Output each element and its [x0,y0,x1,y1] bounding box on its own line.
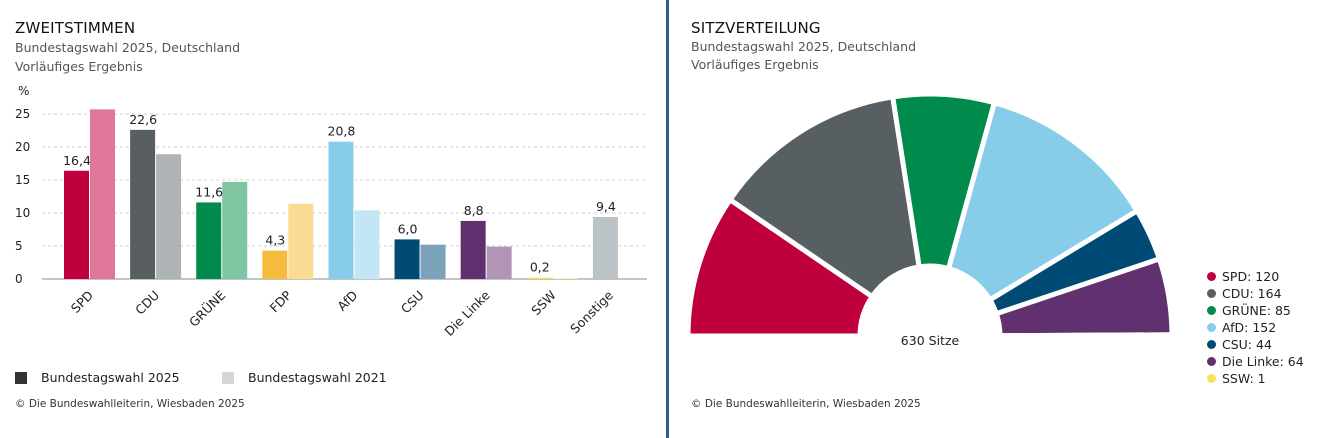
votes-panel: ZWEITSTIMMEN Bundestagswahl 2025, Deutsc… [0,0,666,438]
bar-2025-csu [394,239,420,279]
seat-legend-dot [1207,323,1216,332]
y-tick-label: 25 [15,107,30,121]
seat-legend-label: SSW: 1 [1222,371,1266,386]
seat-legend-item: SSW: 1 [1207,370,1304,387]
seat-legend: SPD: 120 CDU: 164 GRÜNE: 85 AfD: 152 CSU: 44… [1207,268,1304,387]
y-tick-label: 20 [15,140,30,154]
seats-footnote: © Die Bundeswahlleiterin, Wiesbaden 2025 [691,398,921,410]
y-tick-label: 15 [15,173,30,187]
seat-segment-afd [945,99,1141,304]
seat-legend-label: AfD: 152 [1222,320,1277,335]
bar-2021-spd [90,109,115,279]
bar-value-label: 22,6 [129,112,157,127]
votes-title: ZWEITSTIMMEN [15,19,136,37]
votes-subtitle-1: Bundestagswahl 2025, Deutschland [15,40,241,55]
x-tick-label: FDP [267,287,295,315]
seat-legend-dot [1207,289,1216,298]
legend-swatch-2025 [15,371,27,384]
bar-value-label: 9,4 [596,199,616,214]
y-tick-label: 0 [15,272,23,286]
legend-item-2021: Bundestagswahl 2021 [222,370,387,385]
seat-legend-label: CDU: 164 [1222,286,1282,301]
legend-swatch-2021 [222,371,234,384]
bar-2025-cdu [130,129,156,279]
x-tick-label: SSW [528,288,559,319]
x-tick-label: CSU [398,288,427,317]
seat-legend-item: CDU: 164 [1207,285,1304,302]
seat-legend-label: Die Linke: 64 [1222,354,1304,369]
votes-bar-chart: % 0 5 10 15 20 25 16,4 SPD 22,6 CDU 11,6 GRÜNE 4,3 FDP… [15,84,647,339]
x-tick-label: GRÜNE [185,287,228,330]
bar-2021-grüne [222,181,248,279]
seat-legend-item: CSU: 44 [1207,336,1304,353]
x-tick-label: Sonstige [567,287,616,336]
seat-legend-dot [1207,272,1216,281]
bar-value-label: 16,4 [63,153,91,168]
bar-2021-cdu [156,154,182,279]
bar-value-label: 8,8 [464,203,484,218]
bar-value-label: 0,2 [530,260,550,275]
x-tick-label: CDU [132,288,162,318]
seat-legend-item: SPD: 120 [1207,268,1304,285]
seat-segment-cdu [726,94,923,301]
bar-value-label: 20,8 [328,124,356,139]
bar-2021-csu [420,244,446,279]
seat-legend-dot [1207,306,1216,315]
x-tick-label: Die Linke [441,287,493,339]
seat-segment-ssw [997,332,1175,339]
bar-2025-ssw [526,277,552,279]
bar-2025-fdp [262,250,288,279]
seat-legend-item: GRÜNE: 85 [1207,302,1304,319]
seat-distribution-chart: 630 Sitze [685,91,1175,348]
seat-legend-dot [1207,374,1216,383]
seats-subtitle-2: Vorläufiges Ergebnis [691,57,819,72]
bar-2021-die-linke [486,246,512,279]
bar-2021-fdp [288,203,314,279]
panel-divider [666,0,669,438]
bar-2025-spd [64,170,89,279]
seat-legend-label: CSU: 44 [1222,337,1272,352]
seat-segment-spd [685,196,876,339]
bar-2021-afd [354,210,380,279]
bar-2025-die-linke [460,220,486,279]
x-tick-label: SPD [68,288,96,316]
bar-2021-ssw [552,278,578,279]
seat-legend-dot [1207,340,1216,349]
legend-label-2025: Bundestagswahl 2025 [41,370,180,385]
seat-legend-item: Die Linke: 64 [1207,353,1304,370]
y-tick-label: 5 [15,239,23,253]
votes-subtitle-2: Vorläufiges Ergebnis [15,59,143,74]
x-tick-label: AfD [334,288,360,314]
seat-legend-item: AfD: 152 [1207,319,1304,336]
bar-value-label: 11,6 [195,184,223,199]
seat-legend-label: SPD: 120 [1222,269,1280,284]
bar-2025-grüne [196,202,222,279]
bar-2025-sonstige [592,216,618,279]
seat-legend-dot [1207,357,1216,366]
y-tick-label: 10 [15,206,30,220]
legend-item-2025: Bundestagswahl 2025 [15,370,180,385]
seat-legend-label: GRÜNE: 85 [1222,303,1291,318]
bar-2025-afd [328,141,354,279]
seat-total-label: 630 Sitze [901,333,960,348]
seats-panel: SITZVERTEILUNG Bundestagswahl 2025, Deut… [669,0,1334,438]
votes-footnote: © Die Bundeswahlleiterin, Wiesbaden 2025 [15,398,245,410]
legend-label-2021: Bundestagswahl 2021 [248,370,387,385]
bar-value-label: 6,0 [398,221,418,236]
y-axis-unit-label: % [18,84,29,98]
seats-subtitle-1: Bundestagswahl 2025, Deutschland [691,39,917,54]
seats-title: SITZVERTEILUNG [691,19,821,37]
bar-value-label: 4,3 [265,233,285,248]
